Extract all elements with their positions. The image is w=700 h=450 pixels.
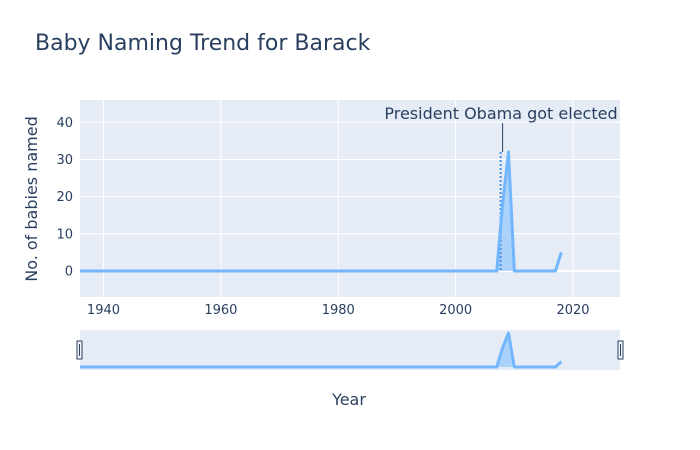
x-tick-label: 1980 xyxy=(322,303,355,318)
x-tick-label: 1960 xyxy=(204,303,237,318)
y-tick-label: 30 xyxy=(56,153,73,168)
x-gridlines xyxy=(102,100,574,297)
y-axis-title: No. of babies named xyxy=(22,116,41,282)
y-tick-label: 0 xyxy=(65,264,73,279)
y-tick-labels: 0 10 20 30 40 xyxy=(56,116,73,280)
x-axis-title: Year xyxy=(331,390,366,409)
x-tick-labels: 1940 1960 1980 2000 2020 xyxy=(87,303,590,318)
annotation-layer: President Obama got elected xyxy=(384,104,618,153)
series-line[interactable] xyxy=(80,150,563,273)
x-tick-label: 1940 xyxy=(87,303,120,318)
range-slider[interactable] xyxy=(80,330,620,370)
y-tick-label: 40 xyxy=(56,116,73,131)
x-tick-label: 2000 xyxy=(439,303,472,318)
range-slider-right-handle[interactable] xyxy=(617,340,624,360)
x-tick-label: 2020 xyxy=(556,303,589,318)
annotation-text: President Obama got elected xyxy=(384,104,617,123)
slider-series-area xyxy=(496,333,515,367)
y-tick-label: 10 xyxy=(56,227,73,242)
range-slider-left-handle[interactable] xyxy=(76,340,83,360)
y-tick-label: 20 xyxy=(56,190,73,205)
series-layer xyxy=(80,150,563,273)
chart-title: Baby Naming Trend for Barack xyxy=(35,31,371,56)
slider-series-line xyxy=(80,331,563,369)
plot-area[interactable] xyxy=(80,100,620,297)
range-slider-series xyxy=(80,331,563,369)
